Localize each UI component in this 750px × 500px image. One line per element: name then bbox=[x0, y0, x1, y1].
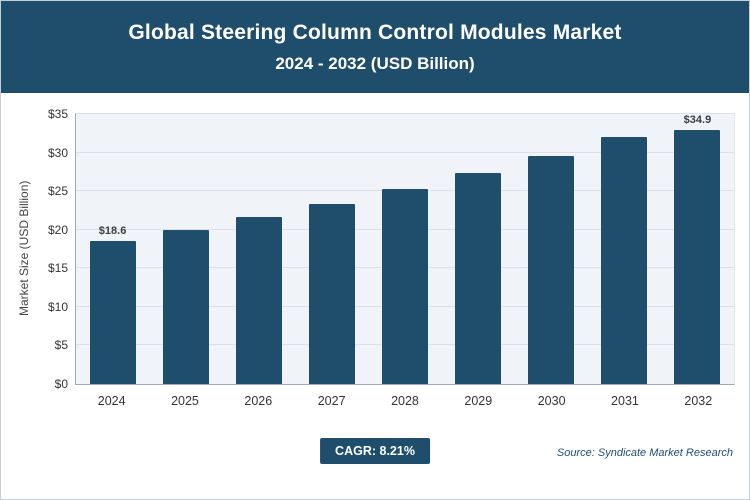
chart-subtitle: 2024 - 2032 (USD Billion) bbox=[275, 53, 475, 73]
bar-column bbox=[235, 114, 282, 384]
y-axis-title: Market Size (USD Billion) bbox=[17, 180, 31, 316]
bar bbox=[89, 240, 136, 384]
y-tick-label: $10 bbox=[47, 299, 68, 314]
bar bbox=[601, 137, 648, 384]
y-tick-label: $0 bbox=[54, 377, 68, 391]
chart-header: Global Steering Column Control Modules M… bbox=[1, 1, 749, 93]
x-axis-label: 2024 bbox=[97, 394, 126, 408]
gridline bbox=[76, 113, 734, 114]
x-axis-label: 2026 bbox=[244, 394, 273, 408]
bar bbox=[455, 173, 502, 384]
bar-value-label: $34.9 bbox=[683, 114, 712, 126]
x-axis-label: 2025 bbox=[171, 394, 199, 408]
y-tick-label: $15 bbox=[47, 261, 68, 276]
bar-column bbox=[528, 114, 575, 384]
bar-column bbox=[308, 114, 355, 384]
chart-title: Global Steering Column Control Modules M… bbox=[128, 20, 622, 44]
x-axis-label: 2028 bbox=[391, 394, 419, 408]
y-tick-label: $20 bbox=[47, 222, 68, 237]
bars-row: $18.6 $34.9 bbox=[76, 114, 734, 384]
y-tick-label: $5 bbox=[54, 338, 68, 353]
chart-section: Market Size (USD Billion) $0 $5 $10 $15 $20 $… bbox=[1, 93, 749, 408]
x-axis-labels: 2024 2025 2026 2027 2028 2029 2030 2031 2032 bbox=[75, 385, 735, 408]
y-tick-label: $35 bbox=[47, 107, 68, 121]
cagr-badge: CAGR: 8.21% bbox=[320, 438, 430, 464]
source-credit: Source: Syndicate Market Research bbox=[556, 447, 733, 459]
bar-column bbox=[455, 114, 502, 384]
x-axis-label: 2031 bbox=[611, 394, 639, 408]
chart-footer: CAGR: 8.21% Source: Syndicate Market Res… bbox=[1, 420, 749, 492]
bar-column: $34.9 bbox=[674, 114, 721, 384]
plot-area: $0 $5 $10 $15 $20 $25 $30 $35 $18.6 $34.9 bbox=[48, 107, 735, 391]
y-tick-label: $25 bbox=[47, 184, 68, 199]
bar-column bbox=[162, 114, 209, 384]
x-axis-label: 2032 bbox=[684, 394, 713, 408]
bar-column bbox=[601, 114, 648, 384]
bar-value-label: $18.6 bbox=[98, 224, 127, 237]
bar bbox=[162, 229, 209, 384]
gridline bbox=[76, 151, 734, 153]
y-tick-label: $30 bbox=[47, 145, 68, 160]
bar bbox=[674, 130, 721, 384]
bar-column: $18.6 bbox=[89, 114, 136, 384]
bar-column bbox=[381, 114, 428, 384]
x-axis-label: 2027 bbox=[317, 394, 346, 408]
bar bbox=[381, 188, 428, 384]
x-axis-label: 2029 bbox=[464, 394, 493, 408]
bar bbox=[528, 155, 575, 384]
bar bbox=[235, 217, 282, 384]
x-axis-label: 2030 bbox=[537, 394, 566, 408]
bar bbox=[308, 203, 355, 384]
plot-stack: $0 $5 $10 $15 $20 $25 $30 $35 $18.6 $34.9 2024 202… bbox=[48, 107, 735, 408]
